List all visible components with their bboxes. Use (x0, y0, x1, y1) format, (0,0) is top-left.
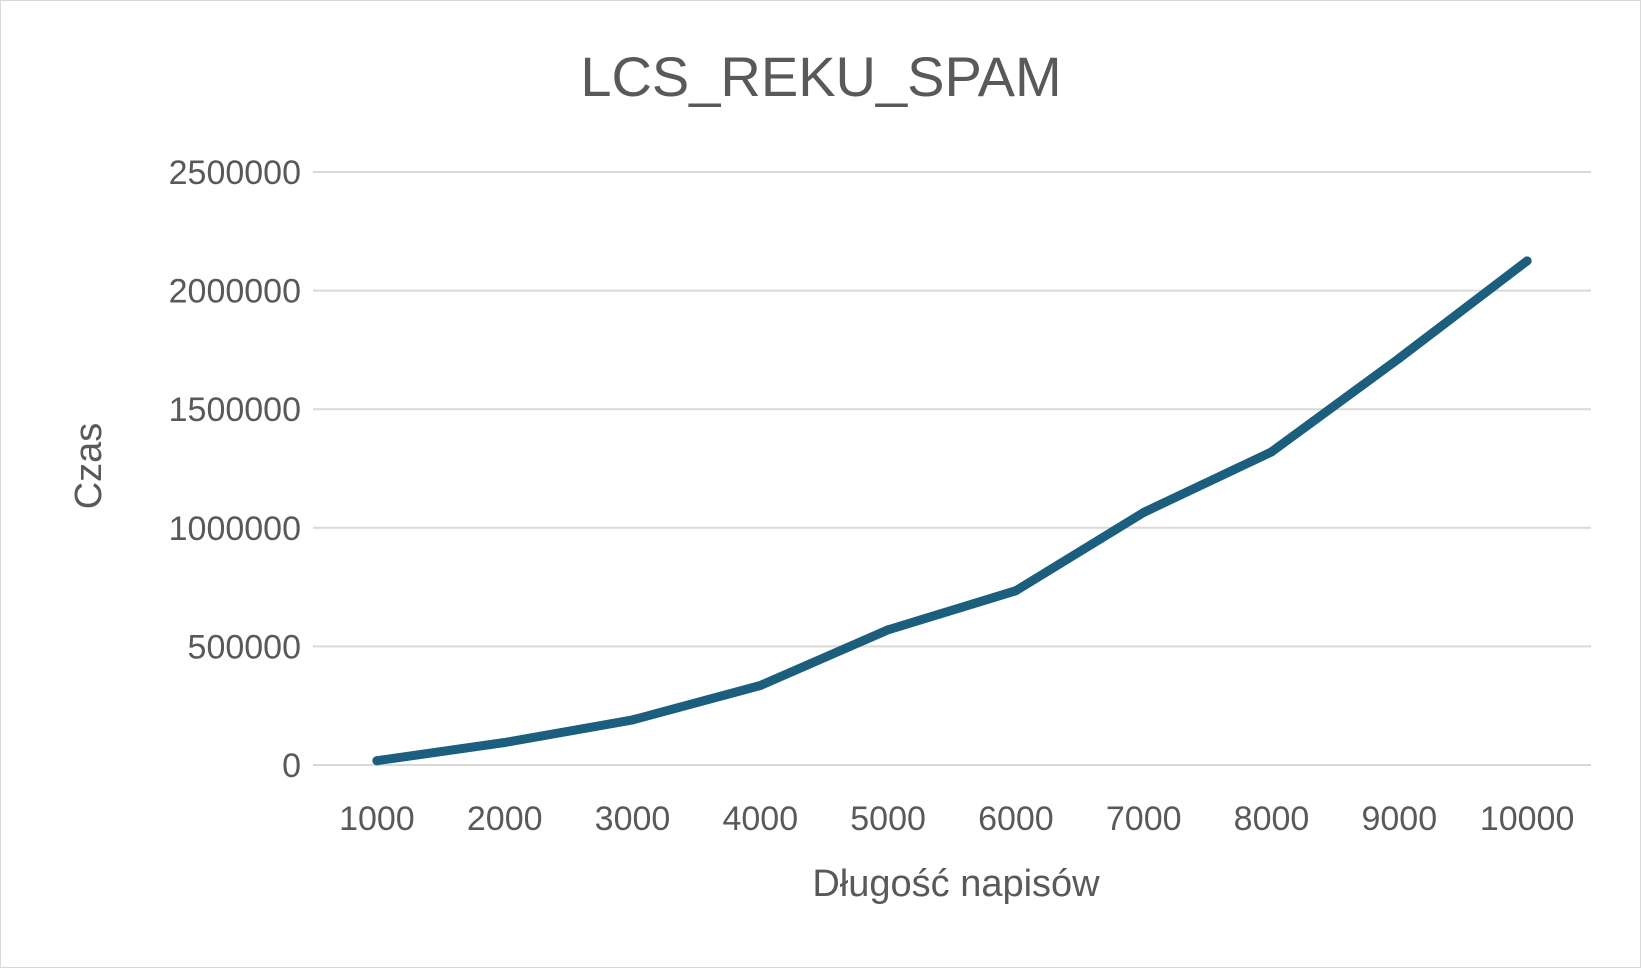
x-tick-label: 7000 (1106, 800, 1182, 838)
y-tick-label: 0 (282, 747, 301, 785)
x-tick-label: 8000 (1234, 800, 1310, 838)
data-point (372, 756, 382, 766)
x-tick-label: 9000 (1361, 800, 1437, 838)
data-point (1522, 256, 1532, 266)
y-axis-label: Czas (68, 423, 110, 510)
data-point (500, 737, 510, 747)
x-tick-label: 1000 (339, 800, 415, 838)
data-point (755, 681, 765, 691)
data-point (1267, 447, 1276, 457)
data-point (628, 715, 637, 725)
x-tick-label: 3000 (595, 800, 671, 838)
data-point (883, 625, 893, 635)
data-point (1394, 353, 1404, 363)
x-tick-label: 5000 (850, 800, 926, 838)
y-tick-label: 1500000 (169, 391, 301, 429)
y-tick-label: 1000000 (169, 510, 301, 548)
y-axis-ticks: 0 500000 1000000 1500000 2000000 2500000 (169, 154, 301, 785)
x-axis-label: Długość napisów (812, 863, 1100, 905)
y-tick-label: 2000000 (169, 273, 301, 311)
y-tick-label: 2500000 (169, 154, 301, 192)
data-point (1011, 586, 1021, 596)
x-tick-label: 2000 (467, 800, 543, 838)
x-tick-label: 4000 (722, 800, 798, 838)
series-layer (372, 256, 1532, 766)
x-axis-ticks: 1000 2000 3000 4000 5000 6000 7000 8000 9000 1000… (339, 800, 1574, 838)
chart-title: LCS_REKU_SPAM (580, 45, 1061, 108)
data-point (1139, 507, 1149, 517)
y-tick-label: 500000 (188, 628, 301, 666)
series-line (372, 256, 1532, 766)
gridlines (313, 171, 1591, 766)
x-tick-label: 10000 (1480, 800, 1575, 838)
x-tick-label: 6000 (978, 800, 1054, 838)
